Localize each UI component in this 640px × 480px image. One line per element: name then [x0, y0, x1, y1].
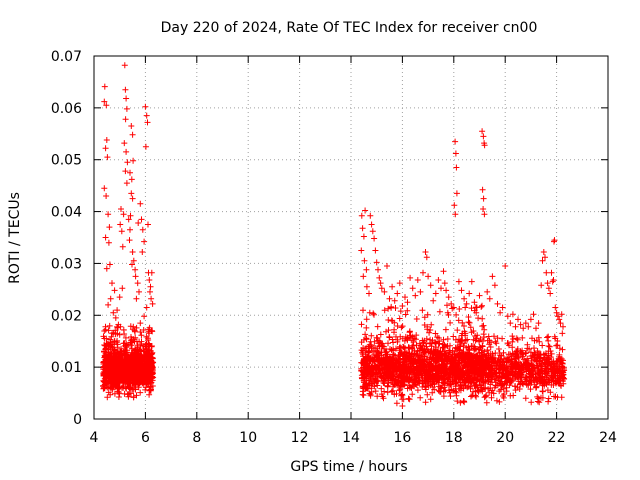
- x-axis-title: GPS time / hours: [290, 459, 407, 475]
- y-tick-label: 0.07: [51, 49, 82, 65]
- x-tick-label: 18: [445, 430, 463, 446]
- grid: [94, 56, 608, 419]
- x-tick-label: 14: [342, 430, 360, 446]
- y-tick-label: 0.01: [51, 360, 82, 376]
- y-tick-labels: 0 0.01 0.02 0.03 0.04 0.05 0.06 0.07: [51, 49, 82, 428]
- chart-title: Day 220 of 2024, Rate Of TEC Index for r…: [161, 20, 538, 36]
- roti-point-markers: [100, 62, 568, 409]
- x-tick-label: 6: [141, 430, 150, 446]
- data-points: [100, 62, 568, 409]
- y-tick-label: 0: [73, 412, 82, 428]
- x-tick-label: 22: [548, 430, 566, 446]
- x-tick-labels: 4 6 8 10 12 14 16 18 20 22 24: [90, 430, 617, 446]
- y-tick-label: 0.03: [51, 256, 82, 272]
- x-tick-label: 8: [192, 430, 201, 446]
- y-tick-label: 0.06: [51, 101, 82, 117]
- y-tick-label: 0.04: [51, 205, 82, 221]
- x-tick-label: 20: [496, 430, 514, 446]
- y-tick-label: 0.02: [51, 308, 82, 324]
- x-tick-label: 4: [90, 430, 99, 446]
- y-tick-label: 0.05: [51, 153, 82, 169]
- x-tick-label: 16: [393, 430, 411, 446]
- y-axis-title: ROTI / TECUs: [7, 192, 23, 284]
- x-tick-label: 10: [239, 430, 257, 446]
- axis-ticks: [93, 55, 609, 420]
- x-tick-label: 12: [291, 430, 309, 446]
- x-tick-label: 24: [599, 430, 617, 446]
